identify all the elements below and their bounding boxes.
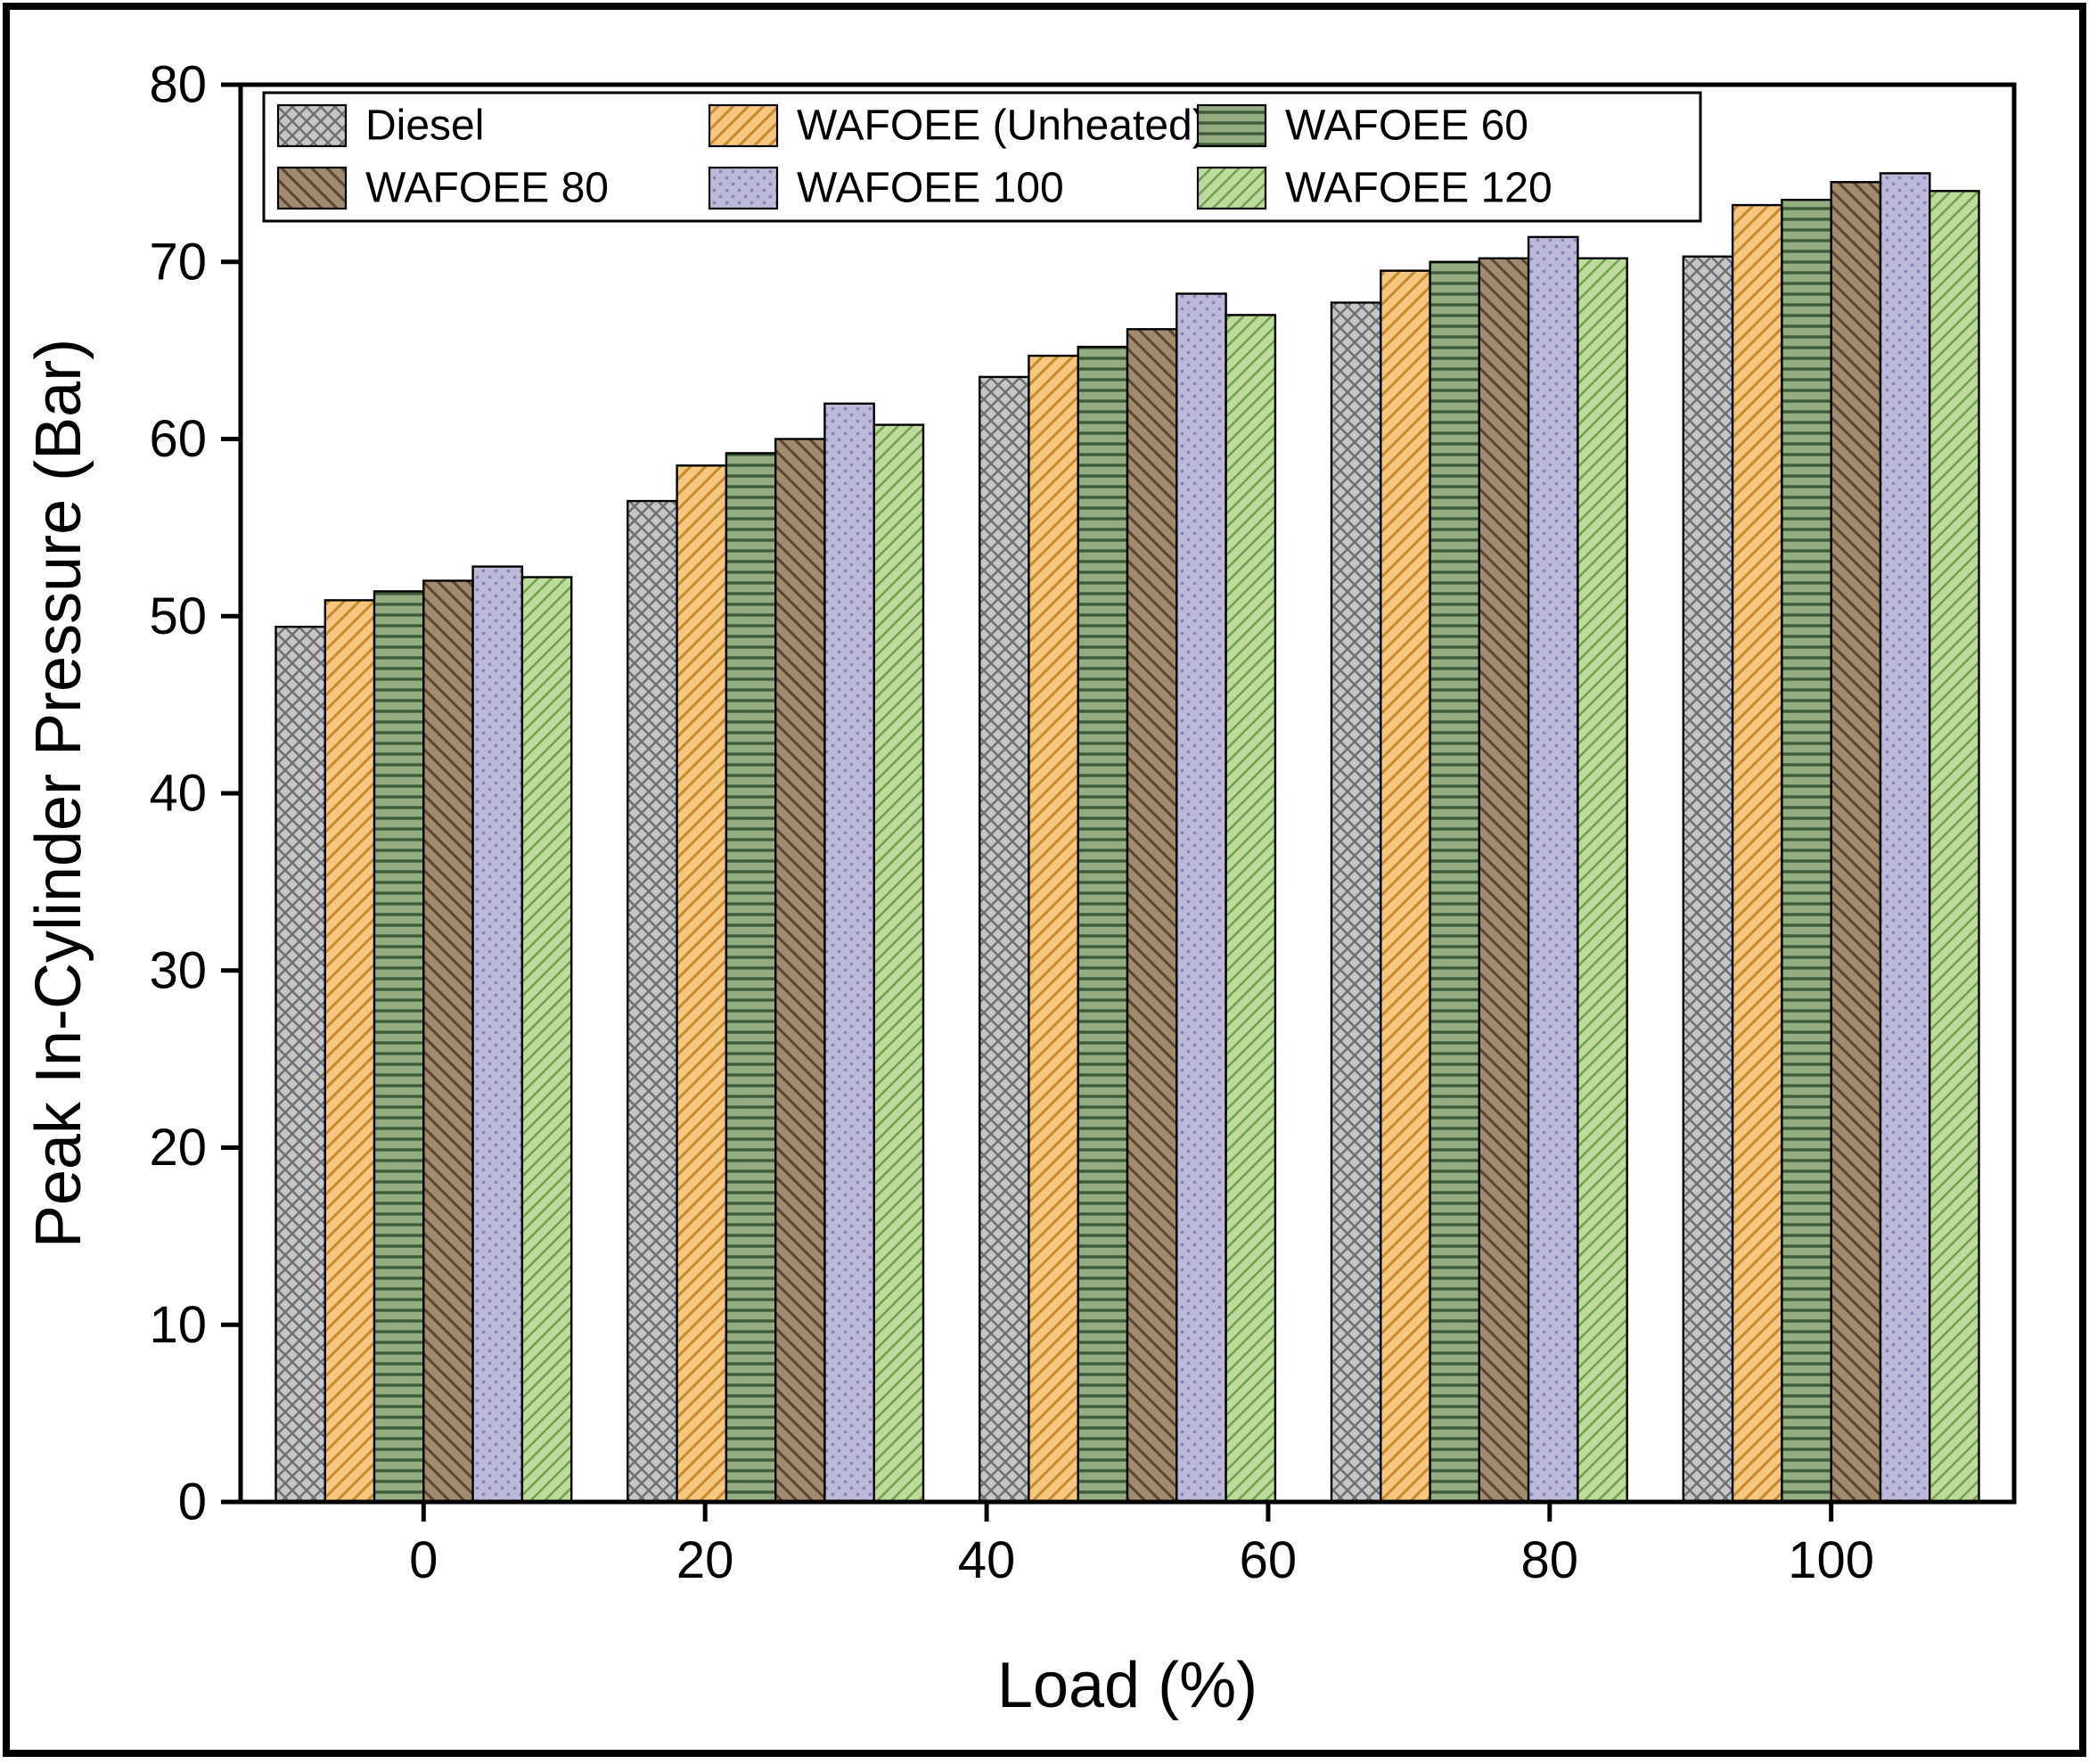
bar: [1028, 354, 1079, 1504]
y-tick-label: 80: [149, 56, 207, 114]
bar: [1879, 172, 1931, 1504]
x-tick-label: 20: [676, 1531, 734, 1589]
legend-swatch: [708, 166, 779, 210]
y-axis-title: Peak In-Cylinder Pressure (Bar): [23, 339, 94, 1248]
bar-group: [627, 402, 925, 1504]
bars-layer: [274, 172, 1980, 1504]
bar: [1478, 257, 1530, 1504]
bar: [872, 423, 925, 1504]
bar: [627, 499, 678, 1504]
bar: [1330, 301, 1382, 1504]
x-axis-title: Load (%): [997, 1650, 1257, 1721]
bar: [274, 626, 326, 1504]
legend-label: WAFOEE 60: [1285, 103, 1528, 150]
legend-entry: WAFOEE 100: [708, 165, 1064, 212]
legend-box: [262, 91, 1702, 223]
axes-layer: 0 10 20 30 40 50 60 70 80 0 20 40 60 80 100: [149, 56, 2017, 1589]
bar: [725, 452, 777, 1504]
bar: [1126, 328, 1178, 1504]
x-tick-label: 80: [1521, 1531, 1579, 1589]
bar: [774, 438, 826, 1504]
bar: [1225, 314, 1277, 1504]
legend-swatch: [276, 166, 348, 210]
bar: [1731, 203, 1783, 1504]
legend-entry: Diesel: [276, 103, 484, 150]
legend-swatch: [276, 103, 348, 148]
bar-group: [1330, 235, 1628, 1504]
bar: [978, 375, 1030, 1504]
x-tick-label: 0: [409, 1531, 438, 1589]
legend-label: Diesel: [365, 103, 484, 150]
bar: [1781, 198, 1832, 1504]
legend-swatch: [1196, 166, 1267, 210]
bar: [1380, 269, 1431, 1504]
bar: [1577, 257, 1628, 1504]
legend-layer: Diesel WAFOEE (Unheated) WAFOEE 60 WAFOEE 8…: [262, 91, 1702, 223]
legend-entry: WAFOEE 120: [1196, 165, 1552, 212]
bar: [373, 590, 425, 1504]
y-tick-label: 70: [149, 233, 207, 291]
legend-swatch: [1196, 103, 1267, 148]
x-tick-label: 40: [958, 1531, 1016, 1589]
bar: [520, 576, 573, 1504]
x-tick-label: 100: [1788, 1531, 1874, 1589]
y-tick-label: 30: [149, 941, 207, 999]
legend-swatch: [708, 103, 779, 148]
bar: [1928, 190, 1980, 1504]
y-tick-label: 60: [149, 410, 207, 468]
y-tick-label: 40: [149, 765, 207, 823]
y-tick-label: 0: [178, 1473, 207, 1531]
bar: [1176, 292, 1227, 1504]
bar: [1077, 345, 1129, 1504]
legend-label: WAFOEE 120: [1285, 165, 1552, 212]
bar-group: [274, 565, 573, 1504]
bar: [471, 565, 524, 1504]
legend-entry: WAFOEE (Unheated): [708, 103, 1207, 150]
legend-label: WAFOEE 100: [797, 165, 1064, 212]
legend-entry: WAFOEE 60: [1196, 103, 1528, 150]
y-tick-label: 10: [149, 1296, 207, 1354]
bar-group: [1682, 172, 1980, 1504]
bar: [422, 579, 474, 1504]
legend-label: WAFOEE (Unheated): [797, 103, 1207, 150]
bar: [1429, 260, 1481, 1504]
bar: [823, 402, 875, 1504]
bar-group: [978, 292, 1277, 1504]
bar: [1527, 235, 1579, 1504]
y-tick-label: 20: [149, 1119, 207, 1177]
y-tick-label: 50: [149, 587, 207, 645]
bar: [1682, 255, 1734, 1504]
bar: [324, 599, 376, 1504]
x-tick-label: 60: [1240, 1531, 1298, 1589]
bar: [1830, 181, 1882, 1504]
bar: [676, 464, 728, 1504]
legend-label: WAFOEE 80: [365, 165, 609, 212]
legend-entry: WAFOEE 80: [276, 165, 609, 212]
